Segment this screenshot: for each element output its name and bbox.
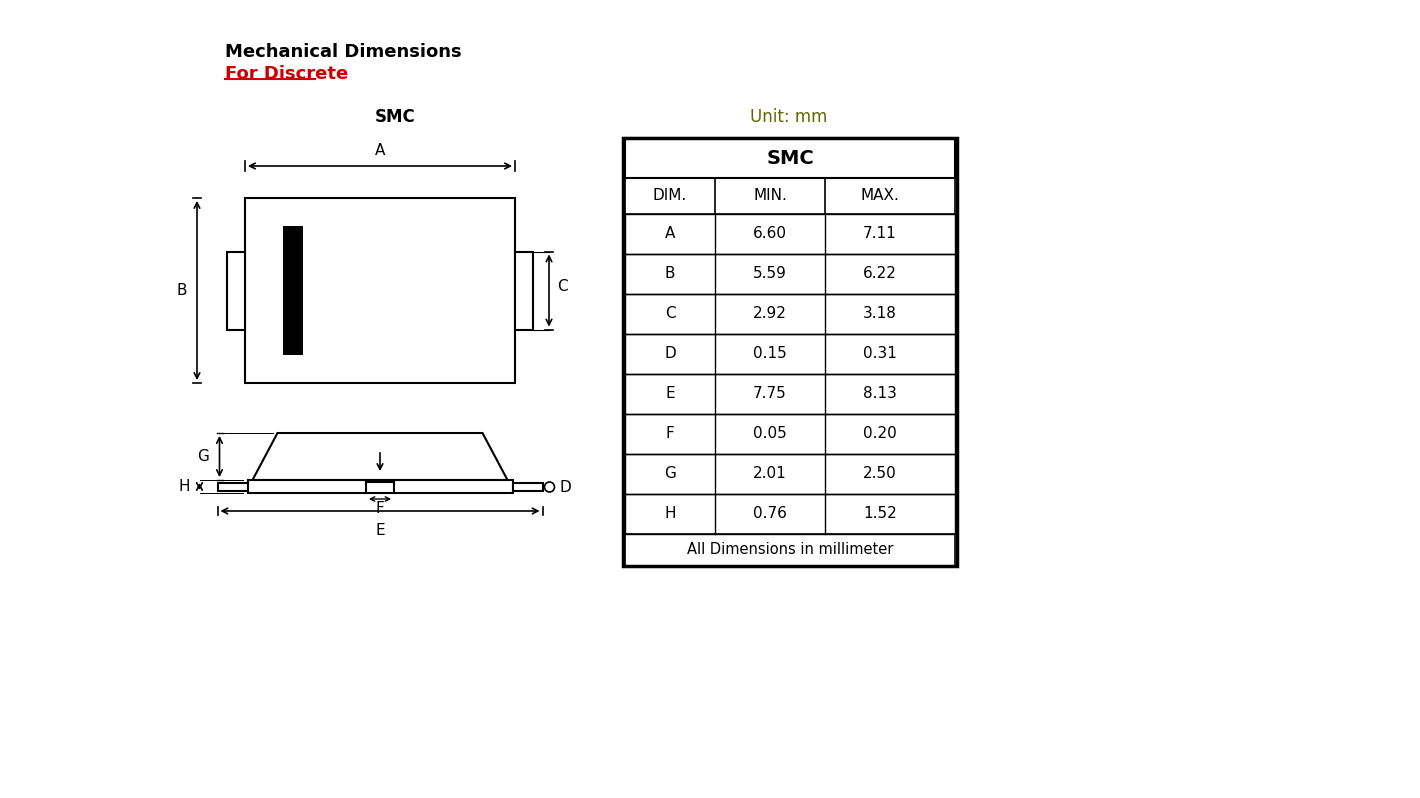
Text: 0.20: 0.20 — [863, 426, 897, 441]
Text: H: H — [178, 479, 189, 494]
Text: SMC: SMC — [375, 108, 416, 126]
Bar — [625, 454, 956, 494]
Text: Mechanical Dimensions: Mechanical Dimensions — [224, 43, 462, 61]
Bar — [625, 178, 956, 214]
Text: 8.13: 8.13 — [863, 386, 897, 401]
Bar — [283, 226, 302, 355]
Bar — [625, 294, 956, 334]
Text: DIM.: DIM. — [653, 188, 687, 203]
Text: 0.05: 0.05 — [753, 426, 787, 441]
Text: All Dimensions in millimeter: All Dimensions in millimeter — [687, 543, 893, 558]
Bar — [246, 198, 515, 383]
Bar — [247, 480, 513, 493]
Bar — [623, 138, 957, 566]
Text: A: A — [665, 227, 674, 242]
Text: 3.18: 3.18 — [863, 306, 897, 322]
Text: H: H — [665, 507, 676, 522]
Text: C: C — [557, 279, 568, 294]
Text: G: G — [665, 467, 676, 481]
Text: E: E — [375, 523, 385, 538]
Text: 0.31: 0.31 — [863, 346, 897, 361]
Text: Unit: mm: Unit: mm — [750, 108, 828, 126]
Text: 2.01: 2.01 — [753, 467, 787, 481]
Text: F: F — [666, 426, 674, 441]
Text: 5.59: 5.59 — [753, 267, 787, 282]
Bar — [625, 334, 956, 374]
Text: 0.15: 0.15 — [753, 346, 787, 361]
Bar — [625, 254, 956, 294]
Text: 6.60: 6.60 — [753, 227, 787, 242]
Bar — [625, 534, 956, 566]
Text: 0.76: 0.76 — [753, 507, 787, 522]
Text: 7.75: 7.75 — [753, 386, 787, 401]
Text: SMC: SMC — [767, 148, 814, 168]
Text: B: B — [176, 283, 187, 298]
Text: MIN.: MIN. — [753, 188, 787, 203]
Text: 7.11: 7.11 — [863, 227, 897, 242]
Bar — [625, 494, 956, 534]
Text: C: C — [665, 306, 676, 322]
Text: F: F — [376, 501, 385, 516]
Bar — [625, 214, 956, 254]
Bar — [217, 483, 247, 491]
Text: 1.52: 1.52 — [863, 507, 897, 522]
Text: G: G — [197, 449, 210, 464]
Text: D: D — [665, 346, 676, 361]
Text: For Discrete: For Discrete — [224, 65, 348, 83]
Text: 2.50: 2.50 — [863, 467, 897, 481]
Text: E: E — [665, 386, 674, 401]
Bar — [515, 251, 532, 330]
Bar — [625, 374, 956, 414]
Text: 6.22: 6.22 — [863, 267, 897, 282]
Bar — [227, 251, 246, 330]
Text: B: B — [665, 267, 676, 282]
Text: MAX.: MAX. — [861, 188, 899, 203]
Text: A: A — [375, 143, 385, 158]
Text: 2.92: 2.92 — [753, 306, 787, 322]
Bar — [513, 483, 542, 491]
Text: D: D — [559, 480, 571, 495]
Bar — [625, 414, 956, 454]
Bar — [625, 138, 956, 178]
